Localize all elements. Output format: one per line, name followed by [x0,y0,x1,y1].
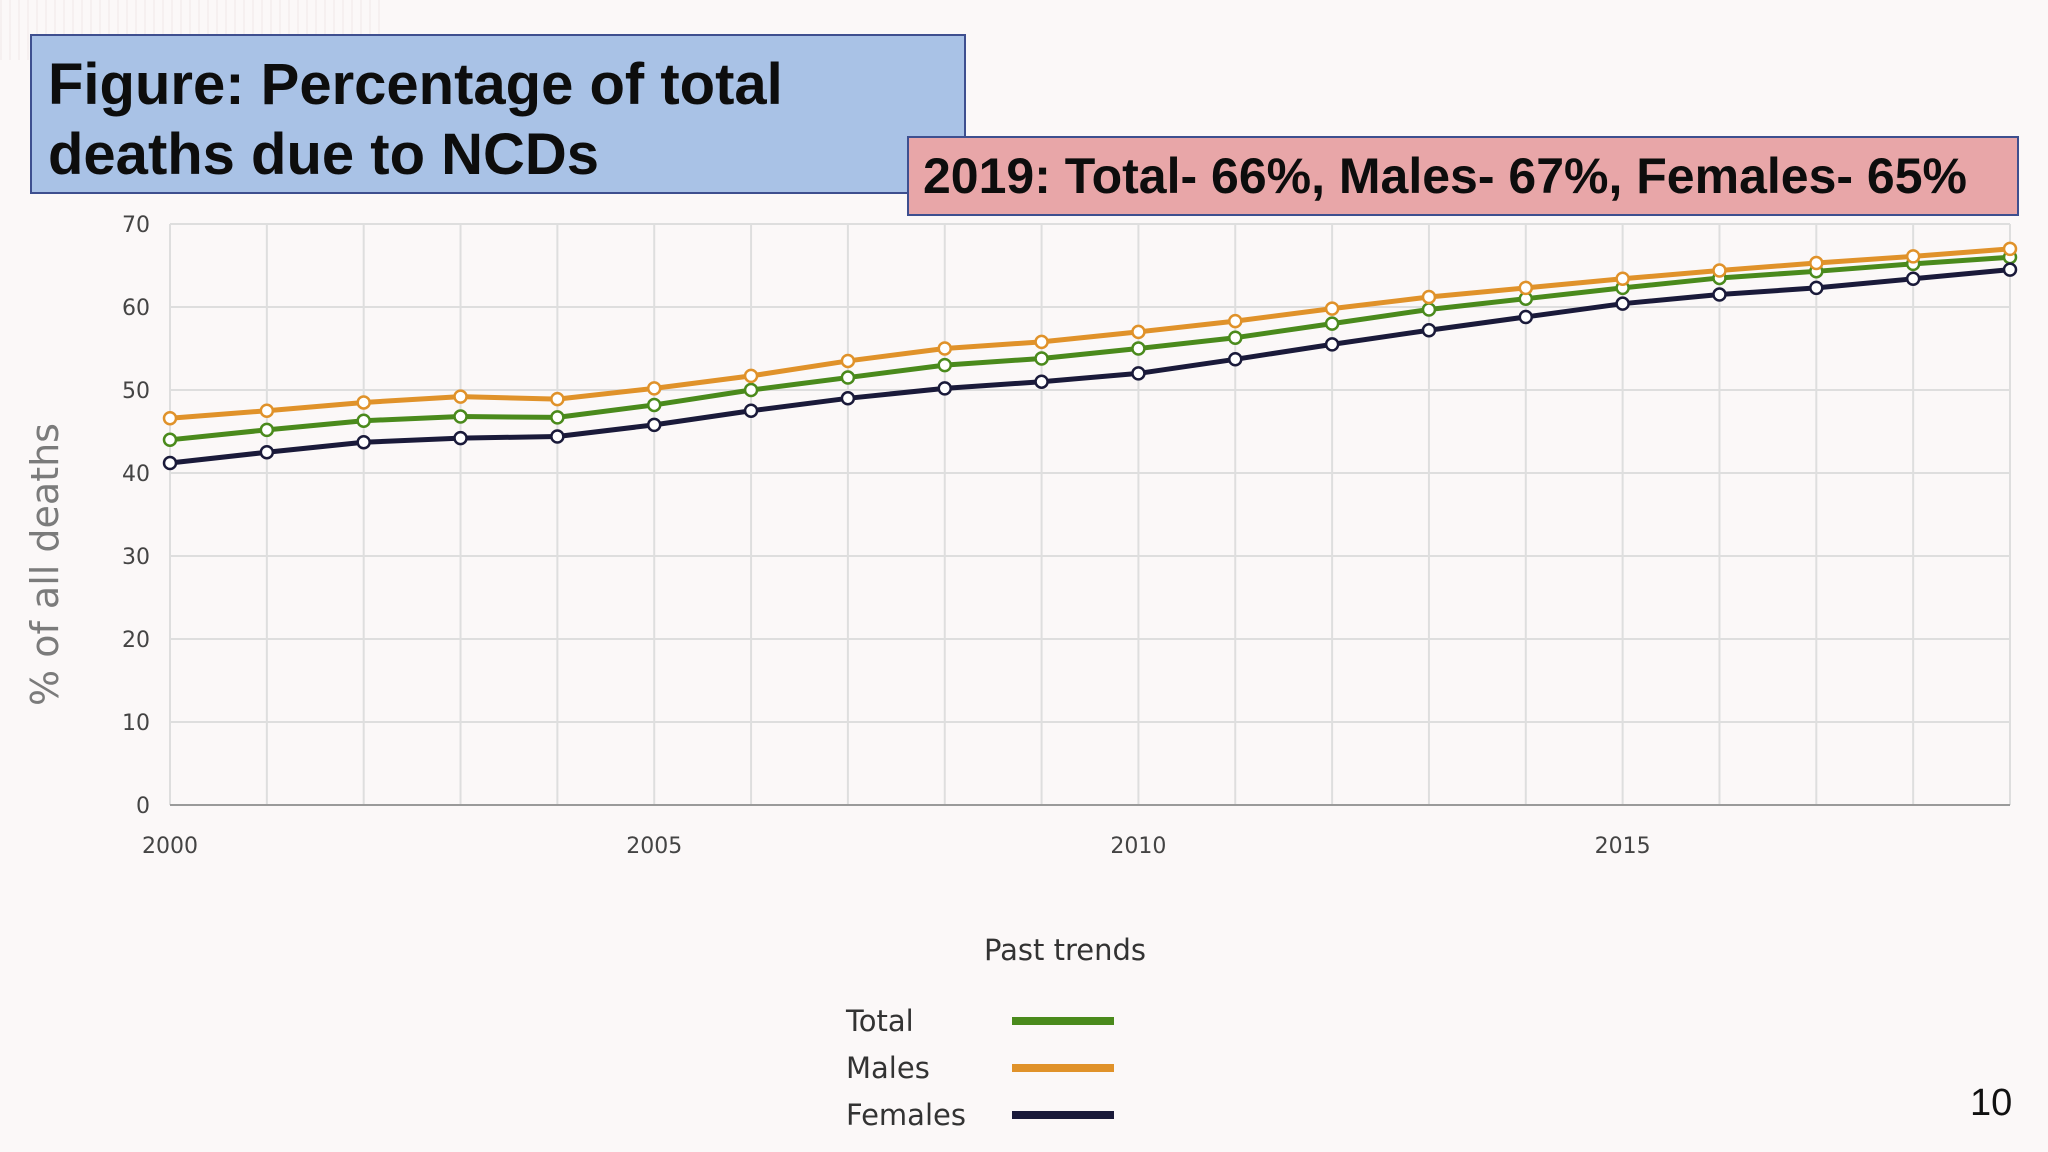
data-point-females [259,445,275,460]
data-point-females [1034,374,1049,389]
series-line-males [169,246,2011,421]
title-line-2: deaths due to NCDs [48,122,600,187]
series-line-females [169,267,2011,466]
data-point-total [646,397,662,413]
data-point-males [1615,271,1630,287]
data-point-males [743,368,759,384]
data-point-males [1518,280,1534,296]
data-point-males [356,395,371,410]
data-point-males [2002,241,2018,257]
data-point-total [937,357,952,373]
data-point-total [453,409,468,424]
data-point-females [162,455,178,471]
data-point-total [1228,330,1243,345]
data-point-females [2002,262,2018,277]
data-point-females [646,417,662,433]
data-point-total [162,432,178,448]
legend-label-males: Males [846,1051,930,1085]
data-point-males [1131,324,1146,340]
data-point-total [259,422,275,438]
x-tick-label: 2015 [1595,834,1651,859]
chart-legend: Past trends Total Males Females [845,933,1146,1132]
y-tick-label: 10 [122,711,150,736]
data-point-males [259,403,275,418]
data-point-males [1034,334,1049,350]
data-point-males [162,410,178,426]
data-point-total [1421,302,1437,317]
series-line-total [169,254,2011,443]
data-point-females [1324,337,1340,352]
data-point-females [1712,287,1727,302]
data-point-males [550,391,565,407]
y-tick-label: 60 [122,296,150,321]
data-point-females [1131,366,1146,381]
stat-callout: 2019: Total- 66%, Males- 67%, Females- 6… [907,136,2019,216]
title-box: Figure: Percentage of total deaths due t… [30,34,966,194]
title-line-1: Figure: Percentage of total [48,52,783,117]
data-point-males [840,353,856,369]
legend-label-total: Total [845,1004,914,1038]
data-point-females [550,429,565,444]
data-point-males [1421,289,1437,305]
chart-series [162,241,2018,471]
data-point-total [840,370,856,385]
data-point-total [550,410,565,425]
data-point-males [1905,249,1921,264]
y-tick-label: 20 [122,628,150,653]
data-point-total [356,413,371,428]
data-point-females [356,435,371,450]
data-point-females [743,403,759,418]
data-point-total [743,382,759,398]
data-point-males [1809,255,1824,271]
data-point-total [1034,351,1049,366]
data-point-total [1131,341,1146,356]
legend-title: Past trends [984,933,1146,967]
y-tick-label: 30 [122,545,150,570]
data-point-males [1228,313,1243,329]
data-point-females [1615,296,1630,311]
chart-axes: 0 10 20 30 40 50 60 70 2000 2005 2010 2015 [122,213,2010,859]
data-point-females [1421,322,1437,338]
data-point-females [1809,280,1824,296]
y-tick-label: 70 [122,213,150,238]
data-point-females [937,381,952,396]
legend-label-females: Females [846,1098,966,1132]
x-tick-label: 2005 [626,834,682,859]
data-point-females [840,391,856,406]
data-point-males [646,381,662,396]
data-point-females [453,430,468,446]
chart-grid [169,223,2011,806]
y-tick-label: 40 [122,462,150,487]
page-number: 10 [1970,1082,2013,1124]
data-point-females [1228,352,1243,367]
data-point-females [1905,271,1921,287]
data-point-females [1518,309,1534,325]
data-point-males [1324,301,1340,316]
y-axis-label: % of all deaths [23,423,67,706]
x-tick-label: 2000 [142,834,198,859]
data-point-males [453,389,468,404]
stat-text: 2019: Total- 66%, Males- 67%, Females- 6… [923,148,1967,204]
y-tick-label: 50 [122,379,150,404]
data-point-total [1324,316,1340,331]
data-point-males [937,341,952,356]
y-tick-label: 0 [136,794,150,819]
x-tick-label: 2010 [1110,834,1166,859]
data-point-males [1712,263,1727,278]
